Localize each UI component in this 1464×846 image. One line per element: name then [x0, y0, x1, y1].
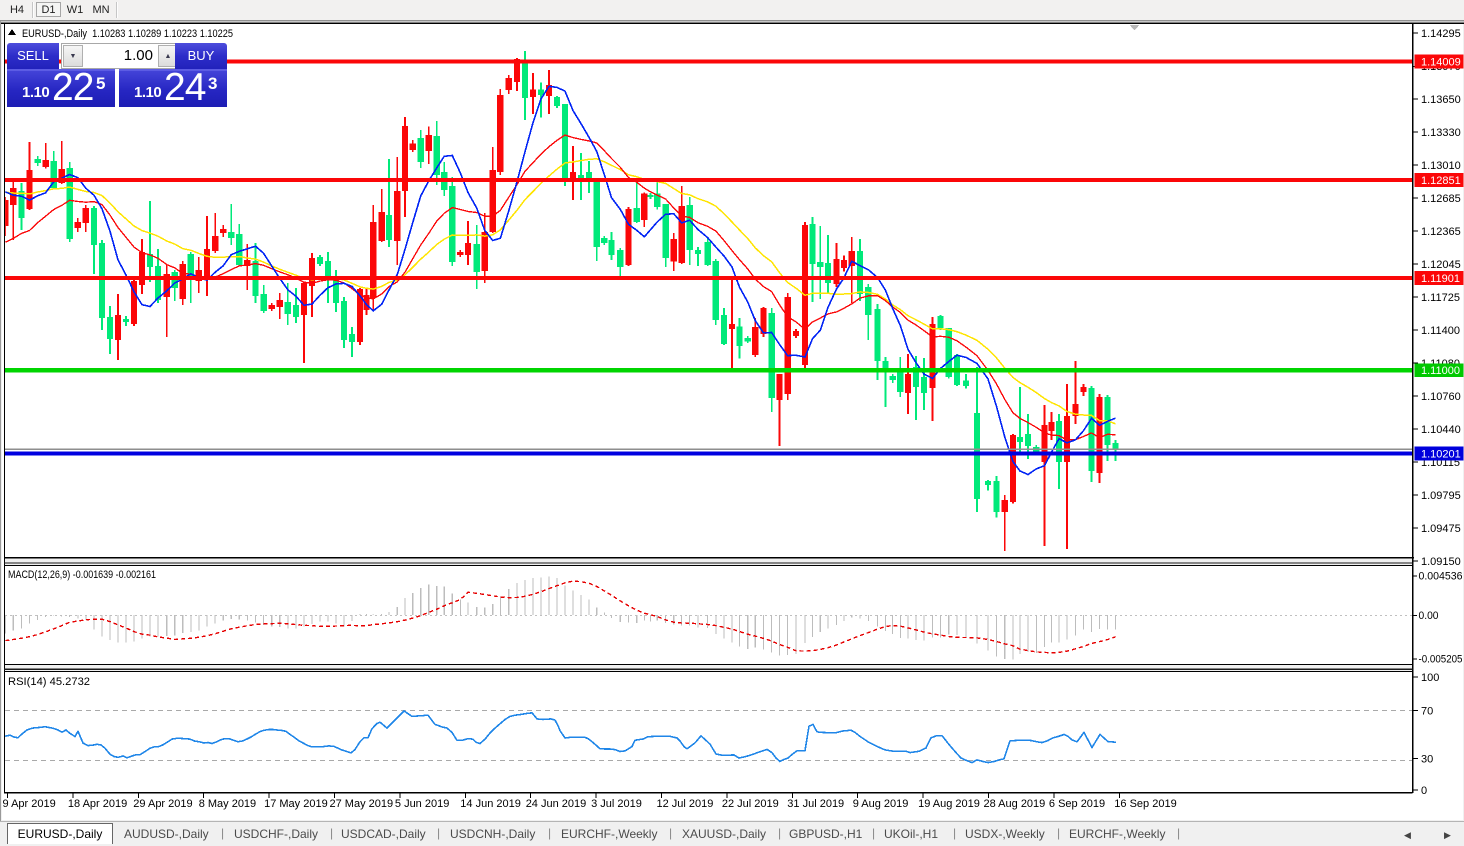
svg-text:1.12851: 1.12851: [1421, 175, 1461, 187]
svg-text:1.09150: 1.09150: [1421, 556, 1461, 568]
svg-text:9 Apr 2019: 9 Apr 2019: [3, 798, 56, 810]
svg-text:27 May 2019: 27 May 2019: [330, 798, 394, 810]
svg-text:RSI(14) 45.2732: RSI(14) 45.2732: [8, 676, 90, 688]
svg-text:31 Jul 2019: 31 Jul 2019: [787, 798, 844, 810]
svg-text:29 Apr 2019: 29 Apr 2019: [133, 798, 192, 810]
svg-text:1.12685: 1.12685: [1421, 193, 1461, 205]
svg-text:1.14295: 1.14295: [1421, 28, 1461, 40]
svg-text:3 Jul 2019: 3 Jul 2019: [591, 798, 642, 810]
svg-text:MACD(12,26,9) -0.001639 -0.002: MACD(12,26,9) -0.001639 -0.002161: [8, 569, 156, 581]
svg-text:1.11400: 1.11400: [1421, 325, 1460, 337]
svg-text:1.11901: 1.11901: [1421, 273, 1460, 285]
svg-text:16 Sep 2019: 16 Sep 2019: [1114, 798, 1176, 810]
svg-text:28 Aug 2019: 28 Aug 2019: [984, 798, 1046, 810]
svg-text:100: 100: [1421, 672, 1439, 684]
svg-text:1.12365: 1.12365: [1421, 226, 1461, 238]
svg-text:0: 0: [1421, 785, 1427, 797]
svg-text:1.10760: 1.10760: [1421, 391, 1461, 403]
svg-text:1.13650: 1.13650: [1421, 94, 1461, 106]
svg-text:EURUSD-,Daily 1.10283 1.10289: EURUSD-,Daily 1.10283 1.10289 1.10223 1.…: [22, 28, 233, 40]
svg-text:1.09475: 1.09475: [1421, 523, 1461, 535]
svg-text:8 May 2019: 8 May 2019: [199, 798, 256, 810]
svg-text:17 May 2019: 17 May 2019: [264, 798, 328, 810]
svg-text:1.11000: 1.11000: [1421, 365, 1460, 377]
svg-text:5 Jun 2019: 5 Jun 2019: [395, 798, 449, 810]
svg-text:6 Sep 2019: 6 Sep 2019: [1049, 798, 1105, 810]
svg-text:12 Jul 2019: 12 Jul 2019: [657, 798, 714, 810]
svg-text:1.13330: 1.13330: [1421, 127, 1461, 139]
svg-text:1.12045: 1.12045: [1421, 259, 1461, 271]
svg-text:0.00: 0.00: [1419, 610, 1439, 622]
svg-text:24 Jun 2019: 24 Jun 2019: [526, 798, 587, 810]
svg-text:18 Apr 2019: 18 Apr 2019: [68, 798, 127, 810]
svg-text:30: 30: [1421, 753, 1433, 765]
svg-text:22 Jul 2019: 22 Jul 2019: [722, 798, 779, 810]
svg-text:1.09795: 1.09795: [1421, 490, 1461, 502]
svg-text:1.14009: 1.14009: [1421, 56, 1461, 68]
svg-text:14 Jun 2019: 14 Jun 2019: [460, 798, 521, 810]
svg-text:1.13010: 1.13010: [1421, 160, 1461, 172]
svg-text:1.11725: 1.11725: [1421, 292, 1460, 304]
svg-text:1.10201: 1.10201: [1421, 448, 1461, 460]
svg-text:19 Aug 2019: 19 Aug 2019: [918, 798, 980, 810]
svg-text:0.004536: 0.004536: [1419, 571, 1463, 583]
svg-text:9 Aug 2019: 9 Aug 2019: [853, 798, 909, 810]
svg-text:70: 70: [1421, 705, 1433, 717]
svg-text:-0.005205: -0.005205: [1419, 654, 1463, 666]
svg-text:1.10440: 1.10440: [1421, 424, 1461, 436]
